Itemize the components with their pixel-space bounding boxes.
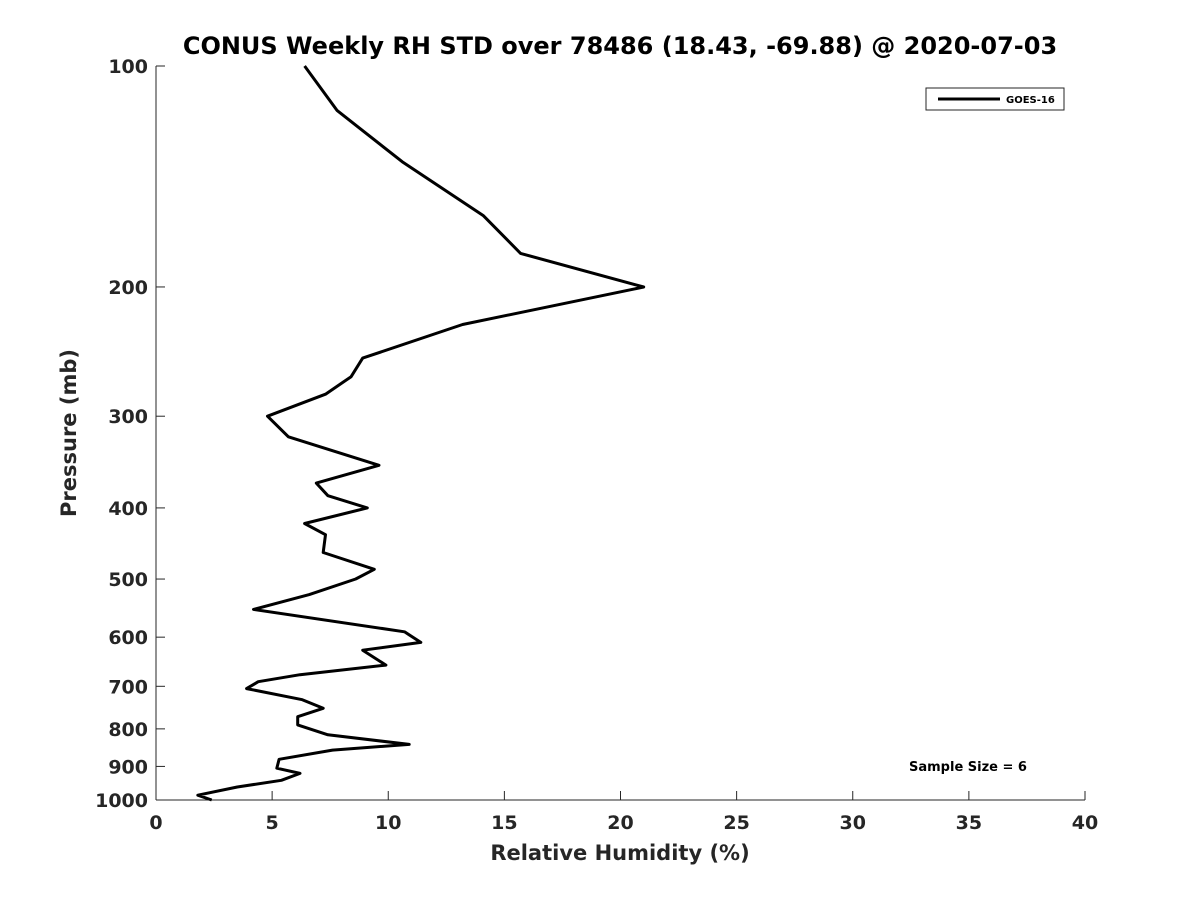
x-tick-label-20: 20 — [607, 812, 633, 834]
y-tick-label-300: 300 — [108, 406, 148, 428]
y-tick-label-500: 500 — [108, 569, 148, 591]
x-tick-label-10: 10 — [375, 812, 401, 834]
series-line-goes-16 — [196, 65, 646, 802]
x-tick-label-15: 15 — [491, 812, 517, 834]
x-tick-label-5: 5 — [266, 812, 279, 834]
y-tick-label-600: 600 — [108, 627, 148, 649]
x-tick-label-0: 0 — [149, 812, 162, 834]
y-tick-label-1000: 1000 — [95, 790, 148, 812]
legend: GOES-16 — [925, 87, 1065, 111]
x-tick-label-30: 30 — [840, 812, 866, 834]
y-tick-label-100: 100 — [108, 56, 148, 78]
y-tick-label-400: 400 — [108, 498, 148, 520]
x-tick-label-25: 25 — [723, 812, 749, 834]
x-tick-label-40: 40 — [1072, 812, 1098, 834]
x-ticks: 0 5 10 15 20 25 30 35 40 — [149, 791, 1098, 834]
y-tick-label-200: 200 — [108, 277, 148, 299]
y-ticks: 100 200 300 400 500 600 700 800 900 1000 — [95, 56, 165, 812]
y-tick-label-800: 800 — [108, 719, 148, 741]
y-tick-label-700: 700 — [108, 676, 148, 698]
x-axis-label: Relative Humidity (%) — [490, 841, 749, 865]
y-tick-label-900: 900 — [108, 756, 148, 778]
chart-title: CONUS Weekly RH STD over 78486 (18.43, -… — [183, 32, 1057, 60]
x-tick-label-35: 35 — [956, 812, 982, 834]
plot-area: 0 5 10 15 20 25 30 35 40 100 200 300 400 500 600 700 80… — [95, 56, 1098, 834]
y-axis-label: Pressure (mb) — [57, 349, 81, 517]
legend-label-goes-16: GOES-16 — [1006, 95, 1055, 106]
sample-size-annotation: Sample Size = 6 — [909, 760, 1027, 775]
